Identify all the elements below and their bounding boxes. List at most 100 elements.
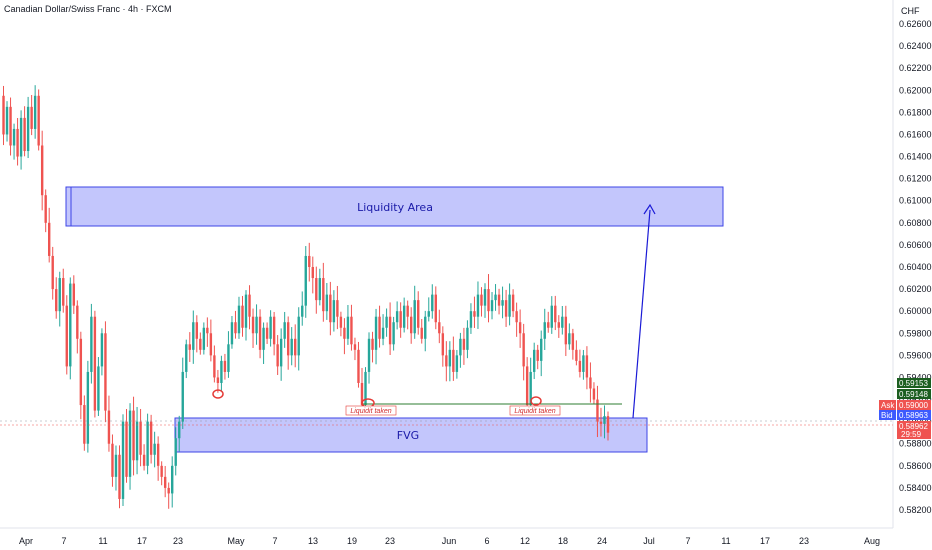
candle-body (518, 322, 522, 334)
candle (237, 296, 241, 339)
candle (427, 297, 430, 322)
candle (497, 288, 501, 315)
last-price-value: 0.58962 (899, 422, 928, 431)
candle (181, 357, 184, 429)
candle (12, 123, 16, 160)
candle (86, 360, 90, 453)
candle (571, 328, 575, 360)
candle (462, 327, 466, 365)
candle (65, 295, 68, 375)
candle-body (329, 294, 332, 323)
candle (297, 307, 300, 371)
candle-body (568, 333, 571, 345)
candle-body (575, 349, 578, 361)
chart-gridlines (0, 0, 894, 529)
candle-body (283, 322, 286, 339)
y-tick-label: 0.62400 (899, 41, 932, 51)
candle (33, 85, 37, 139)
candle-body (346, 316, 350, 339)
liquidity-marker (530, 396, 542, 406)
candle (445, 341, 448, 382)
candle-body (100, 333, 104, 367)
candle (434, 286, 437, 330)
candle (174, 427, 177, 476)
candle (606, 411, 610, 441)
candle (525, 357, 529, 411)
candle-body (469, 311, 473, 328)
candle-body (473, 311, 476, 317)
y-tick-label: 0.61400 (899, 152, 932, 162)
candle-body (83, 405, 86, 444)
candle (156, 436, 160, 481)
candle (385, 308, 388, 337)
candle-body (409, 316, 413, 334)
candle-body (156, 443, 160, 466)
y-tick-label: 0.58800 (899, 439, 932, 449)
candle (455, 349, 459, 379)
candle-body (413, 300, 416, 334)
candle (26, 96, 30, 159)
candle-body (332, 300, 336, 323)
x-tick-label: 11 (98, 536, 107, 546)
price-axis: CHF 0.62600 0.62400 0.62200 0.62000 0.61800 0.… (899, 6, 932, 515)
candle (258, 309, 262, 359)
candle (452, 336, 455, 381)
candle-body (258, 316, 262, 350)
candle-body (550, 305, 553, 328)
candle (540, 330, 543, 377)
x-tick-label: Apr (19, 536, 33, 546)
candle-body (392, 322, 395, 345)
candle (466, 320, 469, 359)
candle (58, 271, 61, 327)
candle (515, 302, 518, 337)
liquidity-taken-note: Liquidit taken (345, 405, 397, 416)
candle (100, 328, 104, 376)
candle-body (79, 338, 83, 406)
candle-body (599, 421, 603, 424)
chart-zones: Liquidity Area FVG (65, 186, 724, 453)
candle-body (114, 454, 118, 477)
candle (283, 311, 286, 348)
candle (518, 309, 522, 348)
fvg-label: FVG (397, 429, 419, 442)
candle (322, 262, 325, 322)
candle-body (107, 410, 111, 444)
candle-body (357, 349, 360, 383)
chart-overlays: Liquidit taken Liquidit taken (0, 203, 893, 426)
y-tick-label: 0.61000 (899, 196, 932, 206)
candle-body (504, 300, 508, 317)
candle (241, 295, 244, 337)
candle (23, 106, 26, 157)
candle-body (185, 344, 188, 372)
candle (135, 406, 139, 475)
candle-body (480, 294, 483, 306)
candle-body (192, 322, 195, 350)
candle-body (308, 255, 311, 267)
y-tick-label: 0.60800 (899, 218, 932, 228)
candle (381, 314, 385, 346)
candle (311, 256, 314, 294)
candle (494, 284, 497, 311)
candle-body (132, 410, 135, 461)
y-tick-label: 0.61200 (899, 174, 932, 184)
ask-tag: Ask 0.59000 (879, 400, 931, 410)
bar-countdown: 29:59 (901, 430, 922, 439)
candle-body (171, 465, 174, 494)
candle-body (540, 338, 543, 361)
arrow-head (643, 203, 656, 215)
candle (188, 332, 191, 362)
candle-body (188, 344, 191, 350)
candle (265, 322, 269, 344)
candle (483, 283, 487, 318)
candle (83, 395, 86, 451)
candle (339, 311, 343, 337)
candle-body (532, 349, 536, 372)
candle-body (529, 371, 532, 406)
candle (262, 322, 265, 364)
candle (37, 89, 40, 151)
candle-body (494, 294, 497, 301)
candle (107, 395, 111, 452)
candle (388, 302, 392, 356)
